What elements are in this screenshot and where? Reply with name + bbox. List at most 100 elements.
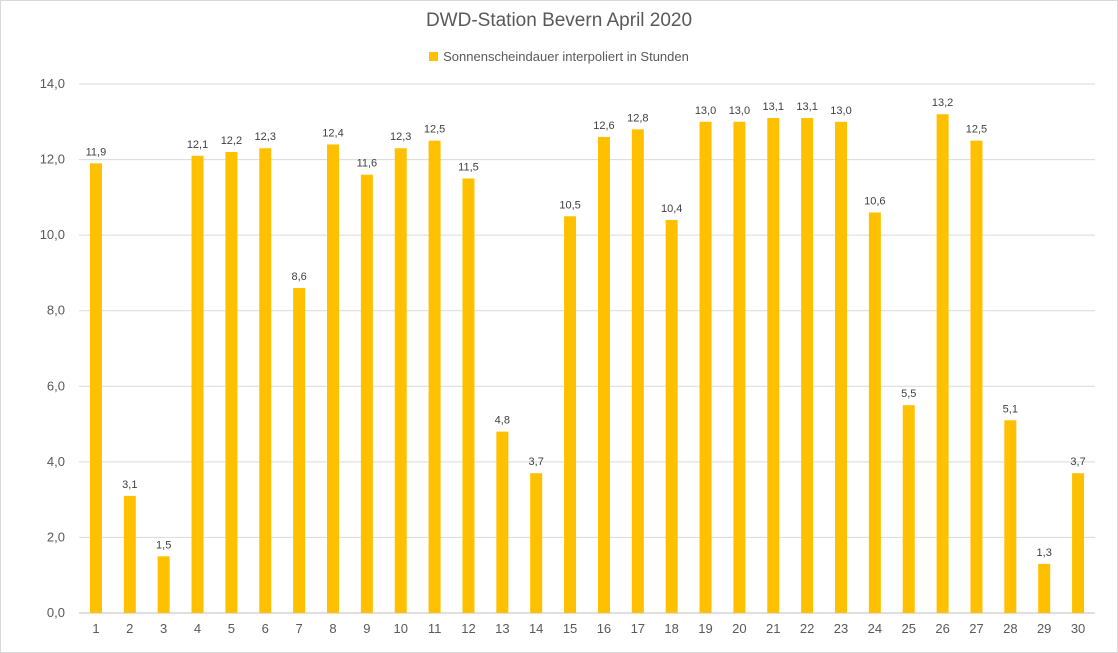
x-tick-label: 1 [92,621,99,636]
data-label: 13,0 [729,105,750,117]
data-label: 12,3 [255,131,276,143]
data-label: 12,6 [593,120,614,132]
data-label: 11,5 [458,161,479,173]
x-tick-label: 12 [461,621,475,636]
y-axis-ticks: 0,0 2,0 4,0 6,0 8,0 10,0 12,0 14,0 [40,76,65,620]
bar [157,556,170,613]
bar [259,148,272,613]
x-tick-label: 27 [969,621,983,636]
data-label: 13,1 [796,101,817,113]
data-label: 12,3 [390,131,411,143]
bar [733,121,746,614]
bar [89,163,102,613]
x-tick-label: 26 [935,621,949,636]
x-tick-label: 8 [329,621,336,636]
y-tick-label: 4,0 [47,454,65,469]
bar [970,140,983,613]
y-tick-label: 10,0 [40,227,65,242]
data-label: 4,8 [495,415,510,427]
bar [801,118,814,613]
x-axis-ticks: 1 2 3 4 5 6 7 8 9 10 11 12 13 14 15 16 17 18 19 20 21 22 23 24 2… [92,621,1085,636]
x-tick-label: 7 [296,621,303,636]
data-label: 5,1 [1003,403,1018,415]
bar [428,140,441,613]
y-tick-label: 12,0 [40,152,65,167]
legend: Sonnenscheindauer interpoliert in Stunde… [0,49,1118,64]
data-label: 1,5 [156,539,171,551]
data-label: 12,4 [322,127,343,139]
data-label: 10,4 [661,203,682,215]
x-tick-label: 13 [495,621,509,636]
bar [1004,420,1017,613]
x-tick-label: 30 [1071,621,1085,636]
bar [327,144,339,613]
bars [89,114,1085,614]
bar [631,129,644,614]
x-tick-label: 23 [834,621,848,636]
bar [394,148,407,613]
data-label: 13,0 [695,105,716,117]
data-label: 12,5 [424,124,445,136]
y-tick-label: 8,0 [47,303,65,318]
data-label: 10,6 [864,195,885,207]
data-label: 12,1 [187,139,208,151]
legend-swatch [429,52,439,61]
data-label: 11,9 [86,146,107,158]
y-tick-label: 2,0 [47,529,65,544]
bar [496,431,509,613]
data-label: 1,3 [1037,547,1052,559]
x-tick-label: 5 [228,621,235,636]
data-label: 5,5 [901,388,916,400]
chart-title: DWD-Station Bevern April 2020 [425,10,693,31]
data-label: 3,1 [122,479,137,491]
x-tick-label: 9 [363,621,370,636]
x-tick-label: 21 [766,621,780,636]
data-label: 3,7 [1070,456,1085,468]
x-tick-label: 24 [868,621,882,636]
x-tick-label: 20 [732,621,746,636]
bar [564,216,577,613]
x-tick-label: 15 [563,621,577,636]
bar [597,136,610,613]
x-tick-label: 18 [664,621,678,636]
legend-label: Sonnenscheindauer interpoliert in Stunde… [443,49,689,64]
bar [123,495,136,613]
bar [902,405,915,613]
data-label: 12,5 [966,124,987,136]
bar [360,174,373,613]
bar [936,114,949,613]
bar [1038,563,1051,613]
data-label: 8,6 [291,271,306,283]
bar [293,288,306,613]
y-tick-label: 0,0 [47,605,65,620]
bar [665,220,678,613]
bar [767,118,780,613]
bar [835,121,847,614]
bar [699,121,712,614]
data-label: 13,2 [932,97,953,109]
bar [868,212,881,613]
data-labels: 11,9 3,1 1,5 12,1 12,2 12,3 8,6 12,4 11,6 12,3 12,… [86,97,1086,559]
x-tick-label: 16 [597,621,611,636]
x-tick-label: 14 [529,621,543,636]
data-label: 10,5 [559,199,580,211]
bar [191,155,204,614]
x-tick-label: 25 [901,621,915,636]
x-tick-label: 6 [262,621,269,636]
bar [530,473,543,613]
x-tick-label: 19 [698,621,712,636]
x-tick-label: 28 [1003,621,1017,636]
bar [1072,473,1085,613]
x-tick-label: 17 [631,621,645,636]
gridlines [79,83,1095,614]
x-tick-label: 10 [393,621,407,636]
y-tick-label: 14,0 [40,76,65,91]
bar [462,178,475,613]
x-tick-label: 4 [194,621,201,636]
data-label: 3,7 [529,456,544,468]
bar [225,152,238,613]
y-tick-label: 6,0 [47,378,65,393]
x-tick-label: 22 [800,621,814,636]
